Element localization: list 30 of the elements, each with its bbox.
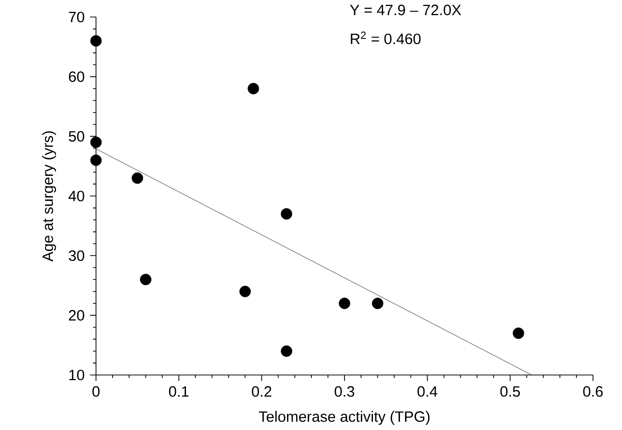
annotation: R$^{2}$ = 0.460 <box>350 32 421 44</box>
y-tick-label: 20 <box>68 310 84 321</box>
point <box>140 274 152 286</box>
x-tick-label: 0.3 <box>334 386 354 397</box>
point <box>372 298 384 310</box>
x-tick-label: 0.6 <box>583 386 603 397</box>
y-tick-label: 30 <box>68 250 84 262</box>
point <box>239 286 251 298</box>
y-tick-label: 60 <box>68 71 84 82</box>
point <box>280 346 292 357</box>
point <box>90 136 102 148</box>
point <box>280 208 292 220</box>
x-tick-label: 0.1 <box>169 386 188 397</box>
point <box>248 82 260 94</box>
text: Y = 47.9 – 72.0X <box>350 4 462 16</box>
point <box>512 328 524 340</box>
x-tick-label: 0 <box>92 386 100 397</box>
y-tick-label: 50 <box>68 131 84 142</box>
point <box>90 35 102 47</box>
x-tick-label: 0.2 <box>252 386 272 397</box>
point <box>338 298 350 310</box>
y-axis-title: Age at surgery (yrs) <box>42 131 56 262</box>
point <box>90 154 102 166</box>
point <box>132 172 144 184</box>
y-tick-label: 40 <box>68 190 84 202</box>
x-tick-label: 0.4 <box>418 386 438 397</box>
x-axis-title: Telomerase activity (TPG) <box>258 410 430 425</box>
y-tick-label: 10 <box>69 370 84 380</box>
x-tick-label: 0.5 <box>500 386 520 397</box>
y-tick-label: 70 <box>68 12 84 22</box>
